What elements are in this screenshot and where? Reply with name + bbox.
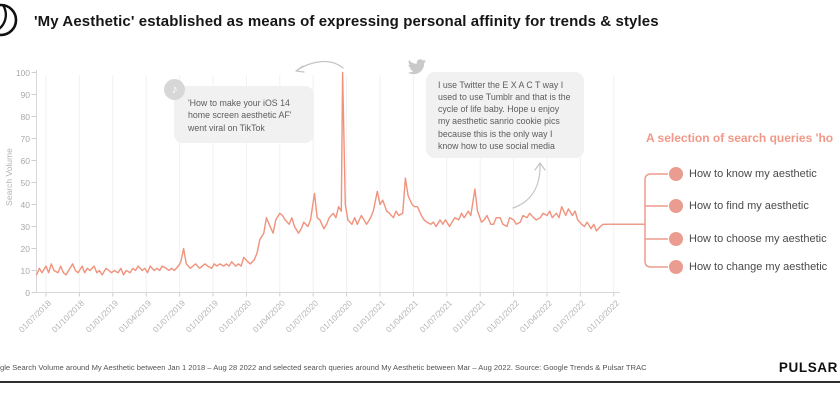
y-tick-label: 20 xyxy=(20,243,30,254)
y-tick-label: 70 xyxy=(20,133,30,144)
y-tick-label: 0 xyxy=(25,287,30,298)
y-tick-label: 50 xyxy=(20,177,30,188)
twitter-arrow xyxy=(512,162,546,209)
footer-rule xyxy=(0,381,840,383)
page-title: 'My Aesthetic' established as means of e… xyxy=(34,13,659,30)
pulsar-logo-mark xyxy=(0,3,18,37)
query-item: How to know my aesthetic xyxy=(689,167,817,180)
query-connector-bracket xyxy=(607,173,668,268)
tiktok-annotation-bubble: 'How to make your iOS 14 home screen aes… xyxy=(174,86,314,143)
y-tick-label: 60 xyxy=(20,155,30,166)
footer-caption: gle Search Volume around My Aesthetic be… xyxy=(0,363,647,372)
twitter-bird-icon xyxy=(407,59,427,75)
search-volume-line xyxy=(35,71,608,276)
query-dot xyxy=(669,199,683,213)
query-item: How to find my aesthetic xyxy=(689,199,809,212)
tiktok-annotation-text: 'How to make your iOS 14 home screen aes… xyxy=(188,98,292,133)
query-dot xyxy=(669,167,683,181)
query-dot xyxy=(669,232,683,246)
query-item: How to change my aesthetic xyxy=(689,260,828,273)
y-tick-label: 100 xyxy=(15,67,30,78)
twitter-annotation-bubble: I use Twitter the E X A C T way I used t… xyxy=(426,72,584,158)
tiktok-icon: ♪ xyxy=(164,79,185,100)
twitter-annotation-text: I use Twitter the E X A C T way I used t… xyxy=(438,80,571,151)
queries-heading: A selection of search queries 'ho xyxy=(646,131,834,145)
y-tick-label: 80 xyxy=(20,111,30,122)
y-tick-label: 40 xyxy=(20,199,30,210)
y-tick-label: 10 xyxy=(20,265,30,276)
brand-wordmark: PULSAR xyxy=(778,360,838,375)
query-item: How to choose my aesthetic xyxy=(689,232,827,245)
query-dot xyxy=(669,260,683,274)
y-tick-label: 90 xyxy=(20,89,30,100)
y-tick-label: 30 xyxy=(20,221,30,232)
tiktok-arrow xyxy=(295,61,344,73)
